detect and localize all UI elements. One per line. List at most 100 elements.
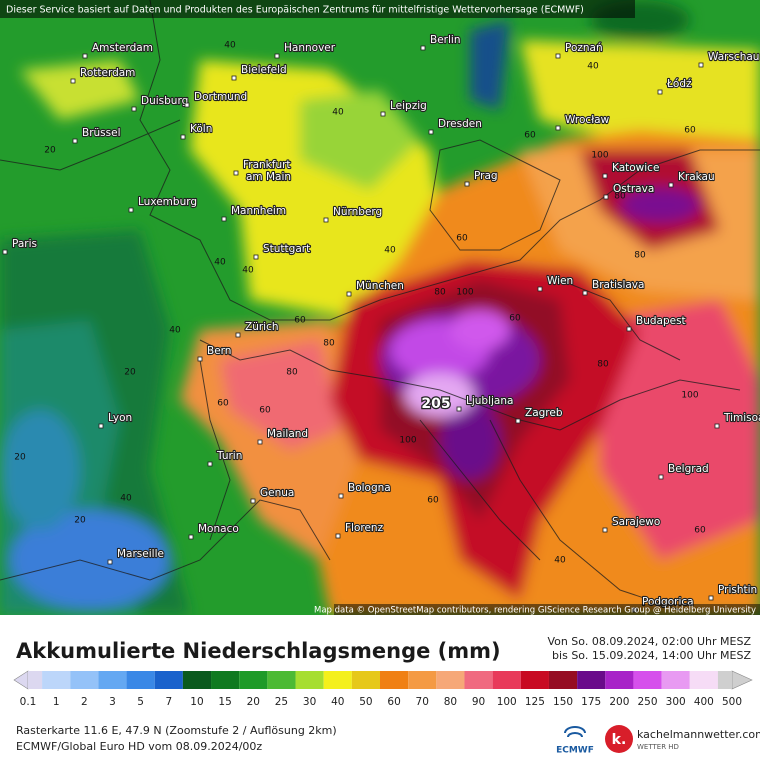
city-label: Belgrad <box>668 463 709 475</box>
city-label: Budapest <box>636 315 686 327</box>
raster-info: Rasterkarte 11.6 E, 47.9 N (Zoomstufe 2 … <box>16 724 337 737</box>
model-info: ECMWF/Global Euro HD vom 08.09.2024/00z <box>16 740 262 753</box>
city-dot <box>323 217 329 223</box>
city-label: Zagreb <box>525 407 563 419</box>
scale-swatch <box>182 671 212 689</box>
scale-swatch <box>548 671 578 689</box>
city-dot <box>380 111 386 117</box>
contour-label: 60 <box>694 526 706 536</box>
scale-label: 125 <box>525 696 545 708</box>
city-label: Sarajewo <box>612 516 660 528</box>
scale-swatch <box>295 671 324 689</box>
contour-label: 80 <box>286 368 298 378</box>
contour-label: 80 <box>323 339 335 349</box>
city-label: Brüssel <box>82 127 121 139</box>
contour-label: 40 <box>587 62 599 72</box>
city-label: Timisoa <box>723 412 760 424</box>
city-dot <box>233 170 239 176</box>
city-dot <box>207 461 213 467</box>
scale-label: 90 <box>472 696 485 708</box>
site-subtitle: WETTER HD <box>637 743 679 751</box>
scale-swatch <box>126 671 155 689</box>
city-dot <box>231 75 237 81</box>
city-dot <box>70 78 76 84</box>
scale-swatch <box>267 671 296 689</box>
attribution-bar <box>334 604 760 615</box>
scale-swatch <box>492 671 521 689</box>
city-label: Köln <box>190 123 212 135</box>
city-dot <box>555 125 561 131</box>
scale-label: 250 <box>637 696 657 708</box>
contour-label: 40 <box>214 258 226 268</box>
scale-swatch <box>323 671 352 689</box>
scale-swatch <box>408 671 437 689</box>
city-label: Hannover <box>284 42 336 54</box>
scale-label: 40 <box>331 696 344 708</box>
scale-label: 300 <box>666 696 686 708</box>
city-label: Zürich <box>245 321 279 333</box>
city-label: Mannheim <box>231 205 286 217</box>
city-dot <box>428 129 434 135</box>
contour-label: 40 <box>169 326 181 336</box>
city-dot <box>698 62 704 68</box>
contour-label: 80 <box>634 251 646 261</box>
scale-label: 10 <box>190 696 203 708</box>
contour-label: 20 <box>14 453 26 463</box>
city-dot <box>82 53 88 59</box>
scale-swatch <box>605 671 634 689</box>
city-dot <box>555 53 561 59</box>
city-label: Ljubljana <box>466 395 513 407</box>
scale-swatch <box>211 671 240 689</box>
city-dot <box>2 249 8 255</box>
city-label: Mailand <box>267 428 308 440</box>
city-label: Leipzig <box>390 100 427 112</box>
city-dot <box>626 326 632 332</box>
city-dot <box>537 286 543 292</box>
city-label: Prishtin <box>718 584 757 596</box>
city-label: Wrocław <box>565 114 610 126</box>
contour-label: 60 <box>217 399 229 409</box>
scale-label: 200 <box>609 696 629 708</box>
contour-label: 20 <box>74 516 86 526</box>
scale-label: 175 <box>581 696 601 708</box>
city-dot <box>602 173 608 179</box>
scale-swatch <box>42 671 71 689</box>
site-logo-badge <box>605 725 633 753</box>
scale-swatch <box>661 671 690 689</box>
scale-label: 60 <box>387 696 400 708</box>
city-dot <box>221 216 227 222</box>
map-attribution: Map data © OpenStreetMap contributors, r… <box>314 606 756 616</box>
city-dot <box>658 474 664 480</box>
scale-swatch <box>520 671 549 689</box>
city-label: Luxemburg <box>138 196 197 208</box>
city-dot <box>184 102 190 108</box>
contour-label: 40 <box>554 556 566 566</box>
scale-swatch <box>380 671 409 689</box>
city-label: Łódź <box>666 78 692 90</box>
city-label: Dortmund <box>194 91 247 103</box>
city-label: Bologna <box>348 482 391 494</box>
scale-swatch <box>98 671 127 689</box>
scale-label: 50 <box>359 696 372 708</box>
borders <box>0 0 760 611</box>
city-label: Bielefeld <box>241 64 287 76</box>
legend: Akkumulierte Niederschlagsmenge (mm) Von… <box>13 635 753 708</box>
city-dot <box>582 290 588 296</box>
scale-label: 70 <box>416 696 429 708</box>
scale-swatch <box>689 671 718 689</box>
scale-swatch <box>154 671 183 689</box>
city-label: Warschau <box>708 51 759 63</box>
contour-label: 60 <box>427 496 439 506</box>
city-label: Wien <box>547 275 573 287</box>
contour-label: 60 <box>509 314 521 324</box>
scale-label: 0.1 <box>20 696 37 708</box>
scale-label: 25 <box>275 696 288 708</box>
city-label: Marseille <box>117 548 164 560</box>
scale-swatch <box>70 671 99 689</box>
city-dot <box>274 53 280 59</box>
city-dot <box>250 498 256 504</box>
city-dot <box>456 406 462 412</box>
city-label: Duisburg <box>141 95 188 107</box>
